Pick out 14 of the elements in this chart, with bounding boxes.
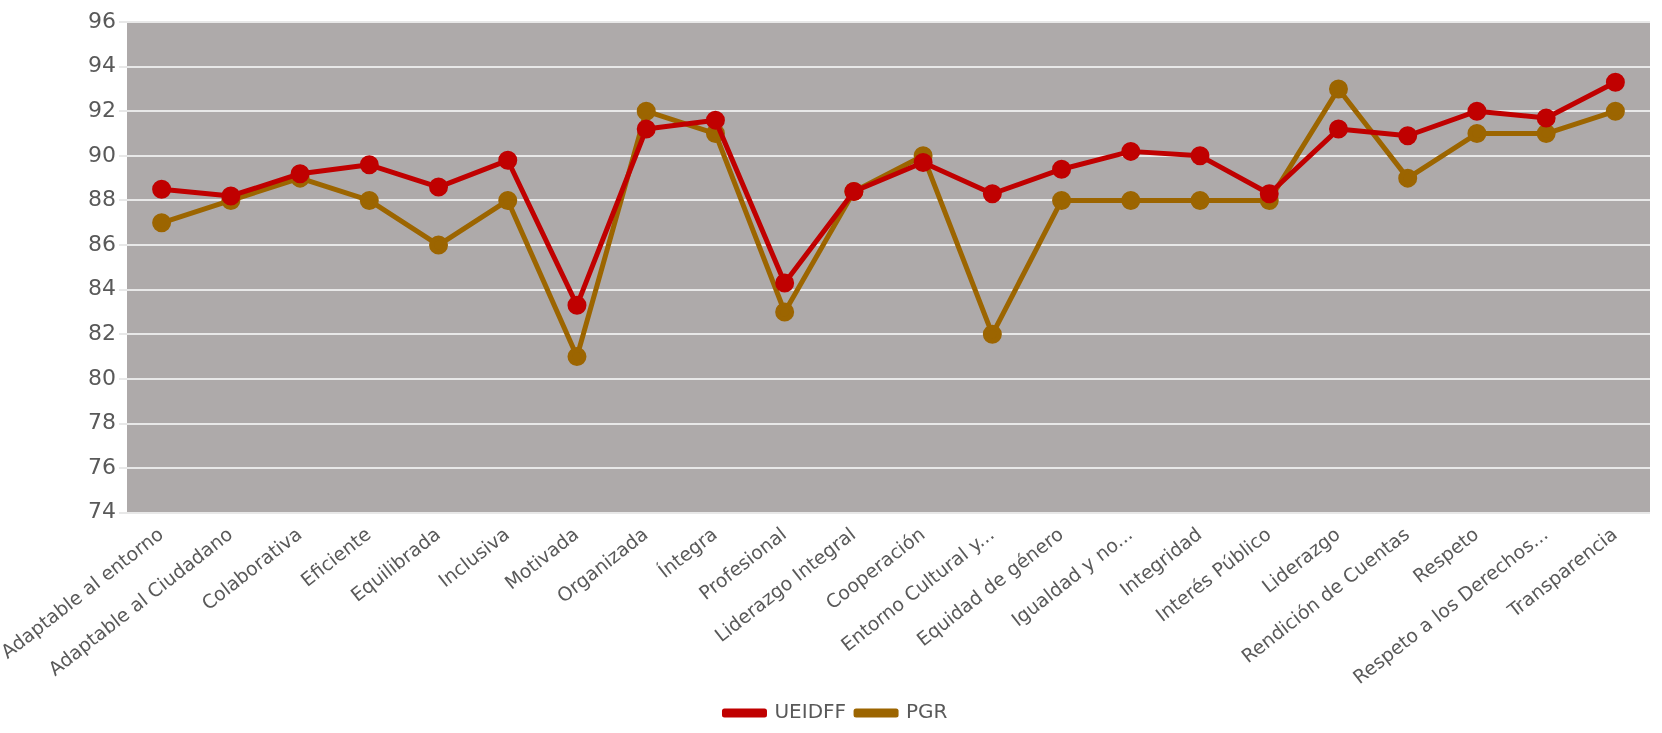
y-tick-label: 90: [88, 141, 116, 167]
y-tick-label: 84: [88, 275, 116, 301]
y-tick-label: 92: [88, 96, 116, 122]
y-tick-label: 86: [88, 230, 116, 256]
legend-label: UEIDFF: [774, 699, 847, 724]
y-tick-label: 88: [88, 186, 116, 212]
y-tick-label: 94: [88, 52, 116, 78]
y-tick-label: 74: [88, 498, 116, 524]
legend-label: PGR: [906, 699, 948, 724]
y-tick-label: 82: [88, 320, 116, 346]
y-tick-label: 76: [88, 453, 116, 479]
y-tick-label: 80: [88, 364, 116, 390]
y-tick-label: 96: [88, 7, 116, 33]
y-tick-label: 78: [88, 409, 116, 435]
